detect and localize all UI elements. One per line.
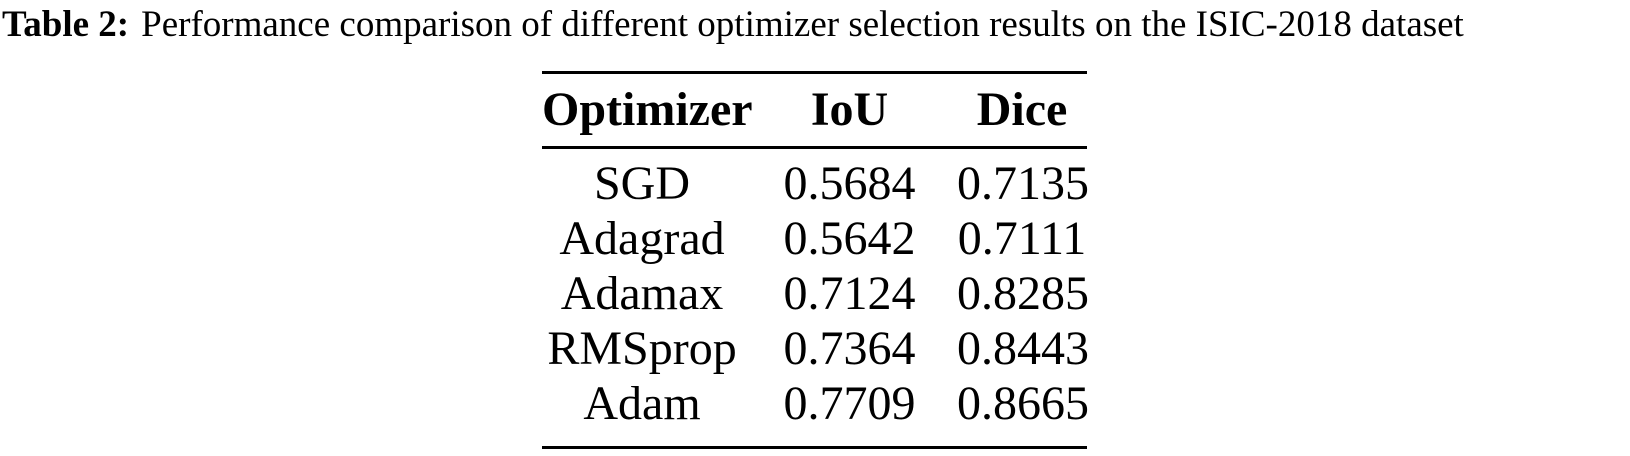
cell-iou: 0.5684 — [783, 156, 916, 210]
table-bottom-spacer — [542, 431, 1087, 446]
table-body: SGD 0.5684 0.7135 Adagrad 0.5642 0.7111 … — [542, 149, 1089, 431]
cell-iou: 0.7124 — [783, 266, 916, 320]
cell-iou: 0.7364 — [783, 321, 916, 375]
header-iou: IoU — [810, 83, 889, 136]
cell-dice: 0.8443 — [957, 321, 1089, 375]
cell-optimizer: Adagrad — [559, 211, 725, 265]
table-header-row: Optimizer IoU Dice — [542, 74, 1087, 146]
table-header-rule — [542, 146, 1087, 149]
table-row: Adamax 0.7124 0.8285 — [542, 266, 1089, 321]
cell-optimizer: SGD — [593, 156, 691, 210]
cell-iou: 0.5642 — [783, 211, 916, 265]
cell-optimizer: Adam — [583, 376, 701, 430]
table-row: Adam 0.7709 0.8665 — [542, 376, 1089, 431]
table-row: Adagrad 0.5642 0.7111 — [542, 211, 1087, 266]
table-caption-text: Performance comparison of different opti… — [141, 4, 1464, 45]
cell-optimizer: RMSprop — [547, 321, 737, 375]
header-dice: Dice — [976, 83, 1068, 136]
table-bottom-rule — [542, 446, 1087, 449]
table-row: SGD 0.5684 0.7135 — [542, 156, 1089, 211]
table-caption: Table 2: Performance comparison of differ… — [2, 0, 1630, 50]
cell-dice: 0.7111 — [957, 211, 1087, 265]
header-optimizer: Optimizer — [542, 83, 753, 136]
cell-iou: 0.7709 — [783, 376, 916, 430]
table-caption-label: Table 2: — [2, 4, 130, 45]
table-row: RMSprop 0.7364 0.8443 — [542, 321, 1089, 376]
cell-optimizer: Adamax — [560, 266, 724, 320]
optimizer-results-table: Optimizer IoU Dice SGD 0.5684 0.7135 Ada… — [542, 71, 1089, 449]
cell-dice: 0.8285 — [957, 266, 1089, 320]
table-top-rule — [542, 71, 1087, 74]
cell-dice: 0.7135 — [957, 156, 1089, 210]
cell-dice: 0.8665 — [957, 376, 1089, 430]
